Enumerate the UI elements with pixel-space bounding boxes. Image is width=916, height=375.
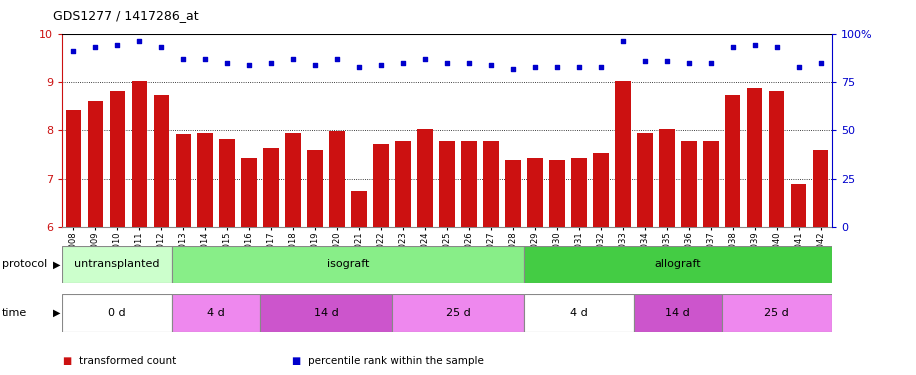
- Bar: [242, 158, 256, 227]
- Point: [703, 60, 718, 66]
- Bar: [260, 294, 392, 332]
- Point: [769, 44, 784, 50]
- Point: [330, 56, 344, 62]
- Point: [198, 56, 213, 62]
- Point: [308, 62, 322, 68]
- Point: [594, 64, 608, 70]
- Bar: [703, 141, 718, 227]
- Bar: [638, 133, 652, 227]
- Bar: [550, 160, 564, 227]
- Point: [110, 42, 125, 48]
- Point: [528, 64, 542, 70]
- Point: [418, 56, 432, 62]
- Text: 4 d: 4 d: [207, 308, 225, 318]
- Point: [747, 42, 762, 48]
- Bar: [634, 294, 722, 332]
- Point: [374, 62, 388, 68]
- Bar: [722, 294, 832, 332]
- Bar: [374, 144, 388, 227]
- Point: [286, 56, 300, 62]
- Bar: [172, 294, 260, 332]
- Point: [484, 62, 498, 68]
- Bar: [418, 129, 432, 227]
- Bar: [330, 131, 344, 227]
- Point: [66, 48, 81, 54]
- Text: transformed count: transformed count: [79, 356, 176, 366]
- Point: [352, 64, 366, 70]
- Point: [462, 60, 476, 66]
- Bar: [747, 88, 762, 227]
- Bar: [572, 158, 586, 227]
- Bar: [110, 91, 125, 227]
- Bar: [396, 141, 410, 227]
- Bar: [682, 141, 696, 227]
- Text: time: time: [2, 308, 27, 318]
- Point: [396, 60, 410, 66]
- Bar: [198, 133, 213, 227]
- Bar: [440, 141, 454, 227]
- Text: ■: ■: [62, 356, 71, 366]
- Bar: [172, 246, 524, 283]
- Bar: [220, 139, 234, 227]
- Bar: [528, 158, 542, 227]
- Point: [154, 44, 169, 50]
- Text: ■: ■: [291, 356, 300, 366]
- Bar: [88, 101, 103, 227]
- Text: protocol: protocol: [2, 260, 47, 269]
- Point: [132, 39, 147, 45]
- Point: [506, 66, 520, 72]
- Point: [550, 64, 564, 70]
- Bar: [616, 81, 630, 227]
- Bar: [264, 148, 278, 227]
- Bar: [392, 294, 524, 332]
- Bar: [524, 246, 832, 283]
- Text: isograft: isograft: [327, 260, 369, 269]
- Bar: [524, 294, 634, 332]
- Text: 25 d: 25 d: [764, 308, 790, 318]
- Point: [440, 60, 454, 66]
- Text: 14 d: 14 d: [313, 308, 339, 318]
- Bar: [791, 184, 806, 227]
- Text: percentile rank within the sample: percentile rank within the sample: [308, 356, 484, 366]
- Text: untransplanted: untransplanted: [74, 260, 160, 269]
- Bar: [286, 133, 300, 227]
- Bar: [154, 95, 169, 227]
- Bar: [462, 141, 476, 227]
- Point: [725, 44, 740, 50]
- Point: [682, 60, 696, 66]
- Text: 25 d: 25 d: [445, 308, 471, 318]
- Text: GDS1277 / 1417286_at: GDS1277 / 1417286_at: [53, 9, 199, 22]
- Point: [813, 60, 828, 66]
- Text: 14 d: 14 d: [665, 308, 691, 318]
- Bar: [66, 110, 81, 227]
- Point: [220, 60, 234, 66]
- Text: 4 d: 4 d: [570, 308, 588, 318]
- Bar: [660, 129, 674, 227]
- Bar: [594, 153, 608, 227]
- Point: [638, 58, 652, 64]
- Point: [264, 60, 278, 66]
- Bar: [506, 160, 520, 227]
- Bar: [352, 190, 366, 227]
- Text: ▶: ▶: [53, 308, 60, 318]
- Bar: [813, 150, 828, 227]
- Bar: [62, 246, 172, 283]
- Bar: [725, 95, 740, 227]
- Point: [616, 39, 630, 45]
- Point: [572, 64, 586, 70]
- Point: [242, 62, 256, 68]
- Text: 0 d: 0 d: [108, 308, 126, 318]
- Bar: [176, 134, 191, 227]
- Bar: [484, 141, 498, 227]
- Text: ▶: ▶: [53, 260, 60, 269]
- Bar: [62, 294, 172, 332]
- Bar: [132, 81, 147, 227]
- Point: [660, 58, 674, 64]
- Point: [88, 44, 103, 50]
- Bar: [308, 150, 322, 227]
- Text: allograft: allograft: [655, 260, 701, 269]
- Bar: [769, 91, 784, 227]
- Point: [176, 56, 191, 62]
- Point: [791, 64, 806, 70]
